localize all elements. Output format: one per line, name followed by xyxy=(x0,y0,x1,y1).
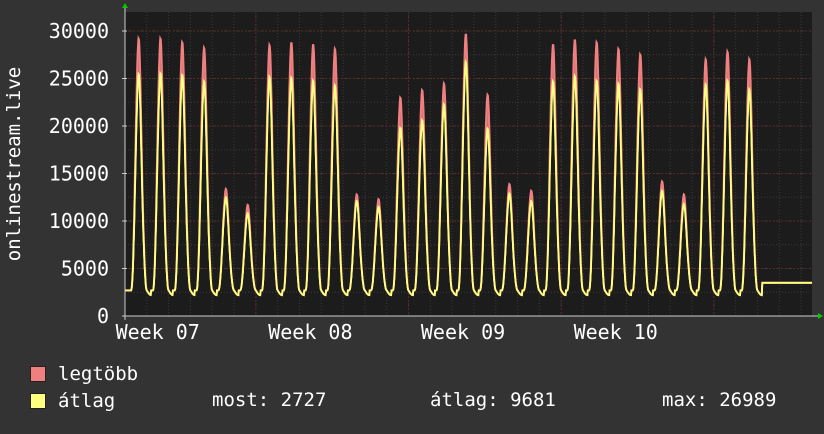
legend-swatch-avg xyxy=(30,393,46,409)
y-axis-arrow xyxy=(122,3,128,8)
tick-labels: 0 5000 10000 15000 20000 25000 30000 Week 07 Wee… xyxy=(49,19,658,344)
x-tick-label: Week 09 xyxy=(421,320,505,344)
y-tick-label: 10000 xyxy=(49,209,109,233)
y-axis-label: onlinestream.live xyxy=(3,67,25,261)
stat-max: max: 26989 xyxy=(662,389,777,411)
x-tick-label: Week 08 xyxy=(268,320,352,344)
legend-label-avg: átlag xyxy=(58,390,116,412)
y-tick-label: 20000 xyxy=(49,114,109,138)
legend-item-max: legtöbb xyxy=(30,362,138,386)
x-tick-label: Week 10 xyxy=(574,320,658,344)
legend-label-max: legtöbb xyxy=(58,363,139,385)
series-line-avg xyxy=(125,58,812,297)
y-tick-label: 30000 xyxy=(49,19,109,43)
x-axis-arrow xyxy=(818,313,823,319)
y-tick-label: 0 xyxy=(97,304,109,328)
y-tick-label: 25000 xyxy=(49,67,109,91)
y-tick-label: 15000 xyxy=(49,162,109,186)
series-layer xyxy=(125,33,812,297)
y-tick-label: 5000 xyxy=(61,257,109,281)
stat-average: átlag: 9681 xyxy=(430,389,556,411)
legend-item-avg: átlag xyxy=(30,389,115,413)
legend-swatch-max xyxy=(30,366,46,382)
x-tick-label: Week 07 xyxy=(116,320,200,344)
stat-now: most: 2727 xyxy=(212,389,327,411)
